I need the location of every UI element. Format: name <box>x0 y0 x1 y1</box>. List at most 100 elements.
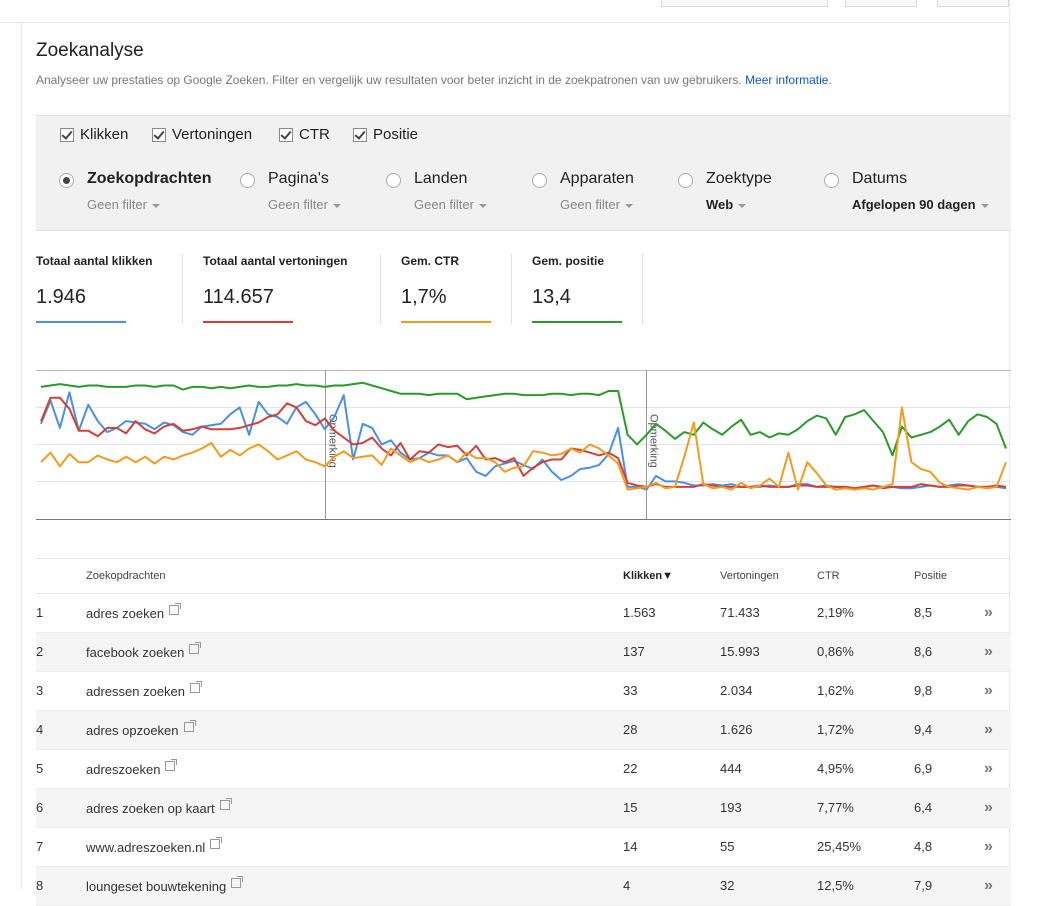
row-ctr: 7,77% <box>817 800 854 815</box>
header-klikken-sorted[interactable]: Klikken▼ <box>623 570 674 582</box>
row-query[interactable]: adres opzoeken <box>86 720 196 738</box>
external-link-icon[interactable] <box>190 681 203 693</box>
performance-line-chart[interactable]: Opmerking Opmerking <box>36 370 1011 521</box>
total-value: 114.657 <box>203 286 274 308</box>
table-row[interactable]: 6 adres zoeken op kaart 15 193 7,77% 6,4 » <box>36 789 1011 828</box>
external-link-icon[interactable] <box>169 603 182 615</box>
external-link-icon[interactable] <box>210 837 223 849</box>
row-impressions: 55 <box>720 839 734 854</box>
table-row[interactable]: 8 loungeset bouwtekening 4 32 12,5% 7,9 » <box>36 867 1011 906</box>
row-query-text: adres zoeken op kaart <box>86 801 215 816</box>
metric-checkbox-ctr[interactable]: CTR <box>279 126 330 143</box>
dimension-filter-dropdown[interactable]: Geen filter <box>268 197 341 212</box>
row-rank-text: 3 <box>36 683 44 698</box>
total-label: Gem. positie <box>532 254 605 268</box>
dimension-filter-dropdown[interactable]: Web <box>706 197 747 212</box>
table-row[interactable]: 5 adreszoeken 22 444 4,95% 6,9 » <box>36 750 1011 789</box>
row-clicks-text: 137 <box>623 644 645 659</box>
radio-icon[interactable] <box>824 173 839 188</box>
row-query[interactable]: adressen zoeken <box>86 681 203 699</box>
row-ctr-text: 2,19% <box>817 605 854 620</box>
row-position: 8,5 <box>914 605 932 620</box>
row-query-text: loungeset bouwtekening <box>86 879 227 894</box>
row-clicks-text: 33 <box>623 683 638 698</box>
row-query-text: www.adreszoeken.nl <box>86 840 206 855</box>
row-impressions: 444 <box>720 761 742 776</box>
checkbox-checked-icon[interactable] <box>152 127 166 142</box>
table-body: 1 adres zoeken 1.563 71.433 2,19% 8,5 » 2 facebo… <box>36 594 1011 906</box>
row-query-text: adreszoeken <box>86 762 161 777</box>
checkbox-checked-icon[interactable] <box>279 127 293 142</box>
checkbox-checked-icon[interactable] <box>353 127 367 142</box>
dimension-filter-dropdown[interactable]: Geen filter <box>87 197 160 212</box>
more-info-link[interactable]: Meer informatie <box>745 73 829 87</box>
radio-selected-icon[interactable] <box>59 173 74 188</box>
row-details-icon[interactable]: » <box>984 604 993 621</box>
checkbox-checked-icon[interactable] <box>60 127 74 142</box>
table-row[interactable]: 1 adres zoeken 1.563 71.433 2,19% 8,5 » <box>36 594 1011 633</box>
row-impressions-text: 55 <box>720 839 735 854</box>
row-details-icon[interactable]: » <box>984 760 993 777</box>
total-positie[interactable]: Gem. positie 13,4 <box>532 250 622 325</box>
external-link-icon[interactable] <box>183 720 196 732</box>
table-row[interactable]: 4 adres opzoeken 28 1.626 1,72% 9,4 » <box>36 711 1011 750</box>
metric-checkbox-vertoningen[interactable]: Vertoningen <box>152 126 252 143</box>
dimension-filter-dropdown[interactable]: Afgelopen 90 dagen <box>852 197 989 212</box>
radio-icon[interactable] <box>386 173 401 188</box>
row-details-icon[interactable]: » <box>984 721 993 738</box>
row-clicks: 22 <box>623 761 637 776</box>
total-ctr[interactable]: Gem. CTR 1,7% <box>401 250 491 325</box>
total-color-bar <box>401 321 491 323</box>
row-ctr: 25,45% <box>817 839 861 854</box>
row-query[interactable]: facebook zoeken <box>86 642 202 660</box>
row-details-icon[interactable]: » <box>984 877 993 894</box>
dimension-filter-dropdown[interactable]: Geen filter <box>560 197 633 212</box>
row-position-text: 6,4 <box>914 800 933 815</box>
header-positie[interactable]: Positie <box>914 570 948 582</box>
row-query[interactable]: loungeset bouwtekening <box>86 876 244 894</box>
radio-icon[interactable] <box>678 173 693 188</box>
radio-icon[interactable] <box>240 173 255 188</box>
table-row[interactable]: 3 adressen zoeken 33 2.034 1,62% 9,8 » <box>36 672 1011 711</box>
external-link-icon[interactable] <box>219 798 232 810</box>
total-color-bar <box>36 321 126 323</box>
header-vertoningen[interactable]: Vertoningen <box>720 570 779 582</box>
table-row[interactable]: 7 www.adreszoeken.nl 14 55 25,45% 4,8 » <box>36 828 1011 867</box>
toolbar-button[interactable] <box>661 0 828 7</box>
toolbar-button[interactable] <box>845 0 917 7</box>
row-rank: 6 <box>36 800 43 815</box>
row-impressions: 32 <box>720 878 734 893</box>
row-details-icon[interactable]: » <box>984 643 993 660</box>
dimension-filter-dropdown[interactable]: Geen filter <box>414 197 487 212</box>
row-details-icon[interactable]: » <box>984 682 993 699</box>
row-ctr: 1,72% <box>817 722 854 737</box>
row-query[interactable]: adres zoeken <box>86 603 182 621</box>
header-ctr[interactable]: CTR <box>817 570 840 582</box>
external-link-icon[interactable] <box>189 642 202 654</box>
row-impressions: 71.433 <box>720 605 760 620</box>
row-query[interactable]: adreszoeken <box>86 759 178 777</box>
row-clicks-text: 14 <box>623 839 638 854</box>
metric-checkbox-klikken[interactable]: Klikken <box>60 126 128 143</box>
total-klikken[interactable]: Totaal aantal klikken 1.946 <box>36 250 153 325</box>
external-link-icon[interactable] <box>165 759 178 771</box>
row-details-icon[interactable]: » <box>984 838 993 855</box>
external-link-icon[interactable] <box>231 876 244 888</box>
row-ctr: 4,95% <box>817 761 854 776</box>
row-query[interactable]: adres zoeken op kaart <box>86 798 232 816</box>
row-rank-text: 6 <box>36 800 44 815</box>
chart-series-line <box>40 396 1007 490</box>
dimension-label: Datums <box>852 170 908 187</box>
row-position-text: 9,4 <box>914 722 933 737</box>
toolbar-button[interactable] <box>937 0 1009 7</box>
row-details-icon[interactable]: » <box>984 799 993 816</box>
header-zoekopdrachten[interactable]: Zoekopdrachten <box>86 570 166 582</box>
metric-checkbox-positie[interactable]: Positie <box>353 126 418 143</box>
row-query[interactable]: www.adreszoeken.nl <box>86 837 223 855</box>
row-ctr: 0,86% <box>817 644 854 659</box>
table-row[interactable]: 2 facebook zoeken 137 15.993 0,86% 8,6 » <box>36 633 1011 672</box>
radio-icon[interactable] <box>532 173 547 188</box>
dimension-selector: Zoekopdrachten Geen filter Pagina's Geen… <box>36 154 1011 231</box>
chart-series-line <box>40 381 1007 457</box>
total-vertoningen[interactable]: Totaal aantal vertoningen 114.657 <box>203 250 347 325</box>
